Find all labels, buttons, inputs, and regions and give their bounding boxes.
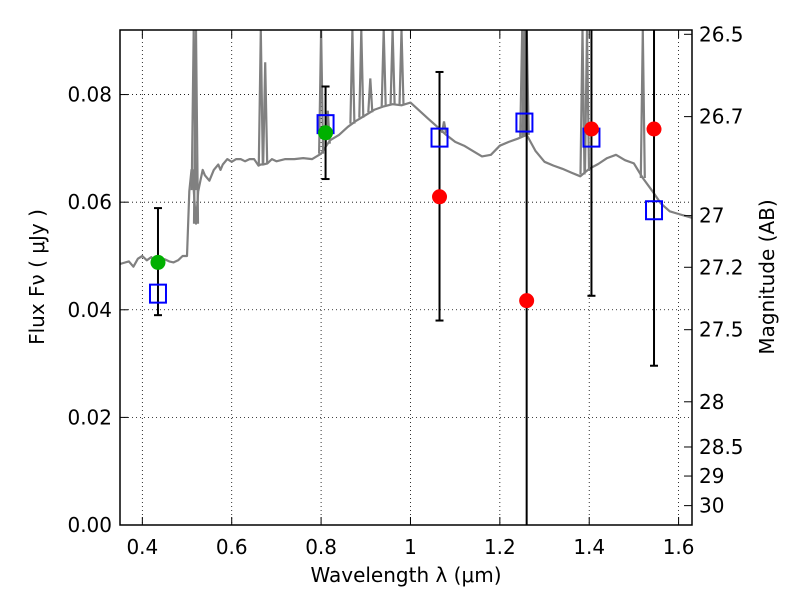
x-tick-label: 1 <box>404 535 417 559</box>
observed-hst-point <box>318 125 334 141</box>
right-axis-label: Magnitude (AB) <box>755 199 779 354</box>
right-tick-label: 28 <box>699 390 724 414</box>
emission-line <box>318 30 325 154</box>
right-tick-label: 26.5 <box>699 22 744 46</box>
right-tick-label: 27.5 <box>699 318 744 342</box>
emission-line <box>440 121 448 134</box>
ticks: 0.4 0.6 0.8 1 1.2 1.4 1.6 0.00 0.02 0.04 0.06 0.08 2… <box>67 22 743 559</box>
observed-hst-point <box>150 254 166 270</box>
model-spectrum <box>120 30 692 268</box>
emission-line <box>579 30 586 175</box>
right-tick-label: 29 <box>699 464 724 488</box>
emission-line <box>639 30 646 179</box>
emission-line <box>398 30 405 106</box>
grid <box>120 30 692 525</box>
observed-ir-point <box>519 293 535 309</box>
x-tick-label: 0.6 <box>216 535 248 559</box>
right-tick-label: 28.5 <box>699 435 744 459</box>
observed-ir-point <box>583 121 599 137</box>
emission-line <box>192 30 200 224</box>
model-bandpass-point <box>148 283 167 304</box>
right-tick-label: 26.7 <box>699 105 744 129</box>
data-points <box>148 112 664 309</box>
y-tick-label: 0.00 <box>67 513 112 537</box>
x-tick-label: 1.4 <box>573 535 605 559</box>
y-tick-label: 0.08 <box>67 83 112 107</box>
model-bandpass-point <box>430 127 449 148</box>
x-tick-label: 1.2 <box>484 535 516 559</box>
plot-frame <box>119 29 693 526</box>
error-bars <box>153 30 659 525</box>
emission-line <box>523 30 530 135</box>
model-spectrum-line <box>120 101 692 268</box>
y-axis-label: Flux Fν ( μJy ) <box>25 209 49 345</box>
right-tick-label: 30 <box>699 494 724 518</box>
observed-ir-point <box>432 189 448 205</box>
emission-line <box>358 30 365 118</box>
right-tick-label: 27 <box>699 204 724 228</box>
y-tick-label: 0.02 <box>67 405 112 429</box>
model-bandpass-point <box>645 200 664 221</box>
model-bandpass-point <box>515 112 534 133</box>
emission-line <box>389 30 396 105</box>
right-tick-label: 27.2 <box>699 255 744 279</box>
emission-line <box>583 30 591 171</box>
emission-line <box>380 30 387 107</box>
emission-line <box>257 30 264 165</box>
x-tick-label: 0.4 <box>126 535 158 559</box>
observed-ir-point <box>646 121 662 137</box>
x-tick-label: 1.6 <box>663 535 695 559</box>
emission-line <box>349 30 356 124</box>
y-tick-label: 0.04 <box>67 298 112 322</box>
y-tick-label: 0.06 <box>67 190 112 214</box>
emission-line <box>367 78 374 113</box>
emission-line <box>262 62 269 165</box>
x-tick-label: 0.8 <box>305 535 337 559</box>
x-axis-label: Wavelength λ (μm) <box>310 563 501 587</box>
